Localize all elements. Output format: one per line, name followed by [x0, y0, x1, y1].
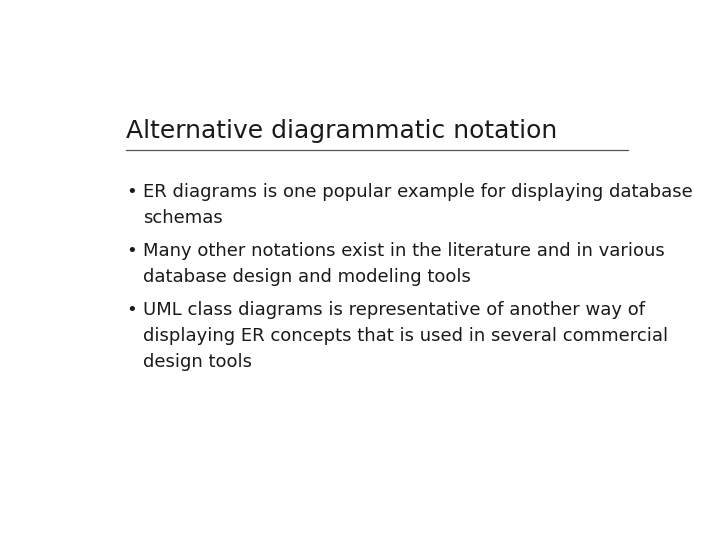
Text: Alternative diagrammatic notation: Alternative diagrammatic notation: [126, 119, 557, 143]
Text: •: •: [126, 183, 137, 201]
Text: UML class diagrams is representative of another way of: UML class diagrams is representative of …: [143, 301, 645, 319]
Text: displaying ER concepts that is used in several commercial: displaying ER concepts that is used in s…: [143, 327, 668, 345]
Text: schemas: schemas: [143, 209, 222, 227]
Text: Many other notations exist in the literature and in various: Many other notations exist in the litera…: [143, 242, 665, 260]
Text: design tools: design tools: [143, 353, 252, 371]
Text: •: •: [126, 242, 137, 260]
Text: database design and modeling tools: database design and modeling tools: [143, 268, 471, 286]
Text: •: •: [126, 301, 137, 319]
Text: ER diagrams is one popular example for displaying database: ER diagrams is one popular example for d…: [143, 183, 693, 201]
